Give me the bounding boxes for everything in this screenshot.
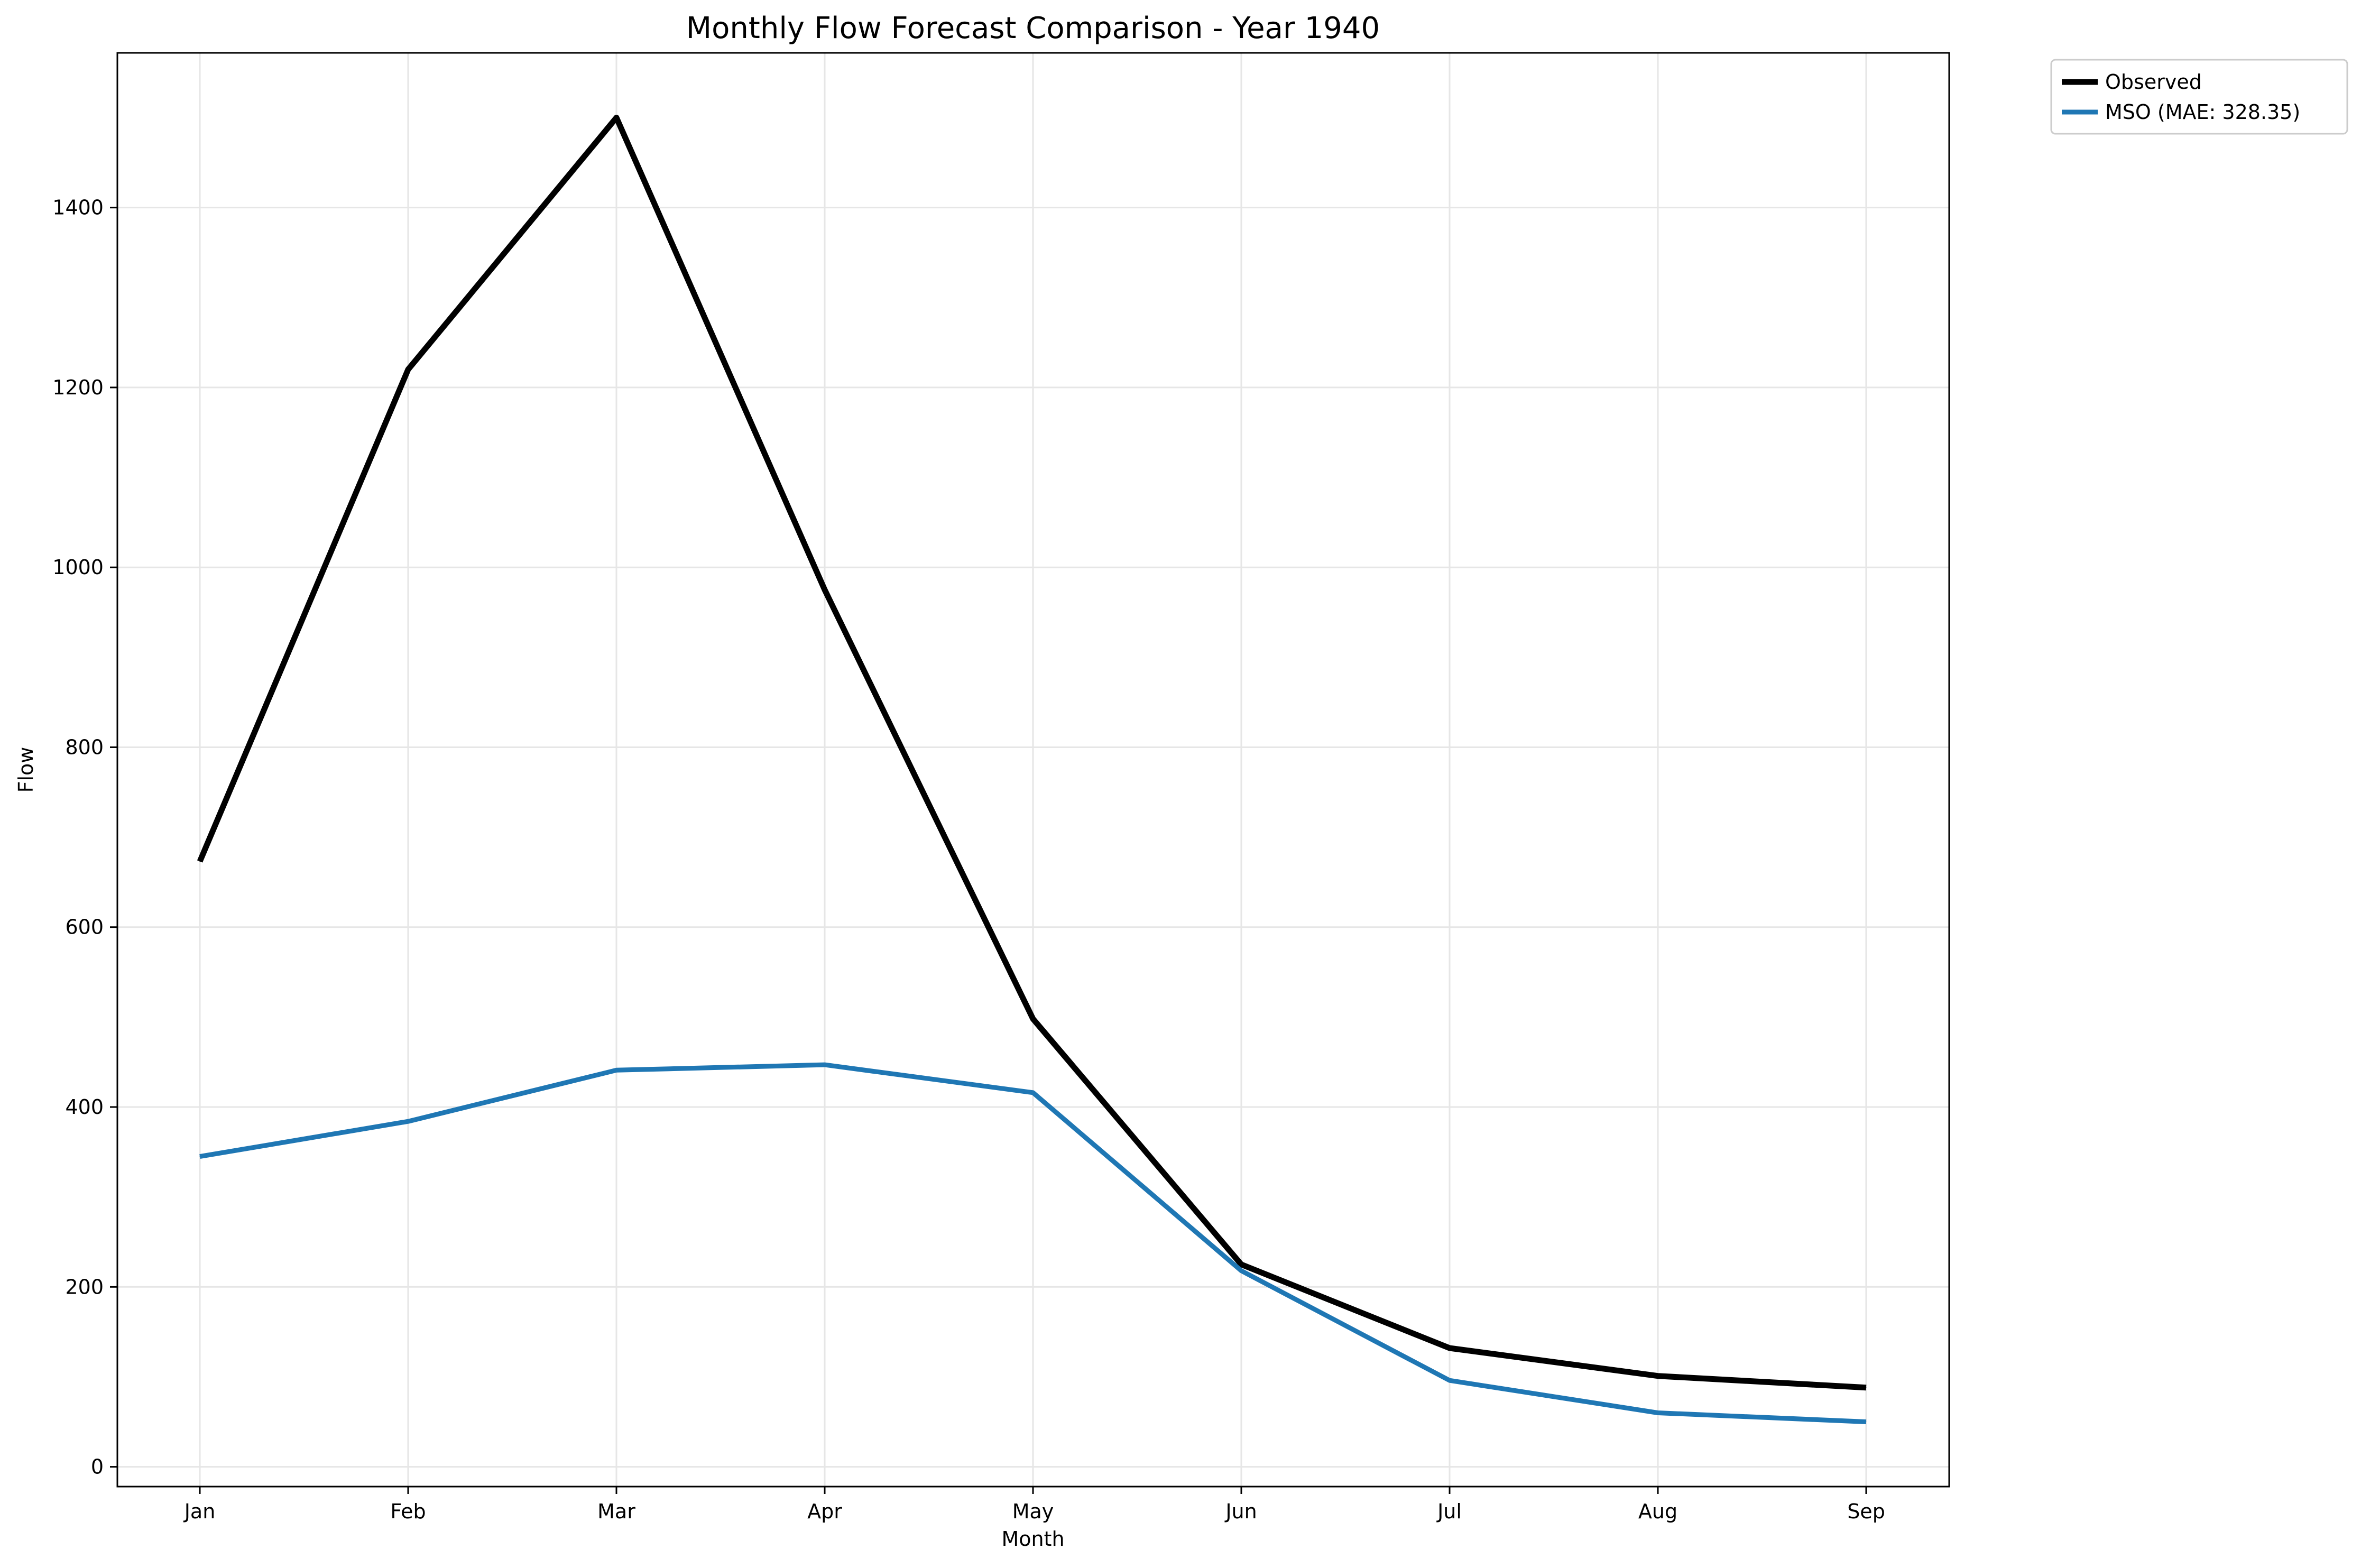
x-tick-label: Jul	[1436, 1500, 1462, 1523]
legend-label-mso: MSO (MAE: 328.35)	[2105, 100, 2300, 124]
y-tick-label: 200	[65, 1275, 104, 1298]
data-point	[616, 1069, 617, 1071]
series-lines	[197, 115, 1867, 1424]
legend: Observed MSO (MAE: 328.35)	[2050, 59, 2348, 135]
grid-lines	[117, 53, 1949, 1487]
data-point	[1032, 1092, 1034, 1093]
x-tick-label: Mar	[597, 1500, 635, 1523]
x-tick-label: Jun	[1224, 1500, 1257, 1523]
x-axis-label: Month	[1001, 1527, 1064, 1551]
data-point	[616, 117, 617, 118]
x-tick-label: Feb	[390, 1500, 426, 1523]
x-tick-label: Aug	[1638, 1500, 1677, 1523]
y-tick-label: 1200	[52, 376, 104, 399]
legend-label-observed: Observed	[2105, 70, 2202, 94]
x-axis-ticks: Jan Feb Mar Apr May Jun Jul Aug Sep	[183, 1487, 1885, 1523]
y-axis-label: Flow	[14, 747, 38, 793]
data-point	[1241, 1270, 1242, 1271]
x-tick-label: Sep	[1847, 1500, 1885, 1523]
y-tick-label: 1000	[52, 556, 104, 579]
data-point	[408, 369, 409, 370]
y-tick-label: 400	[65, 1095, 104, 1119]
y-tick-label: 600	[65, 916, 104, 939]
chart-title: Monthly Flow Forecast Comparison - Year …	[686, 11, 1380, 45]
data-point	[408, 1121, 409, 1122]
x-tick-label: Jan	[183, 1500, 216, 1523]
legend-frame	[2050, 59, 2348, 135]
data-point	[1866, 1387, 1867, 1388]
y-tick-label: 1400	[52, 196, 104, 219]
y-tick-label: 800	[65, 735, 104, 759]
y-axis-ticks: 0 200 400 600 800 1000 1200 1400	[52, 196, 117, 1479]
x-tick-label: Apr	[807, 1500, 842, 1523]
x-tick-label: May	[1012, 1500, 1054, 1523]
y-tick-label: 0	[91, 1455, 104, 1479]
data-point	[1241, 1264, 1242, 1265]
